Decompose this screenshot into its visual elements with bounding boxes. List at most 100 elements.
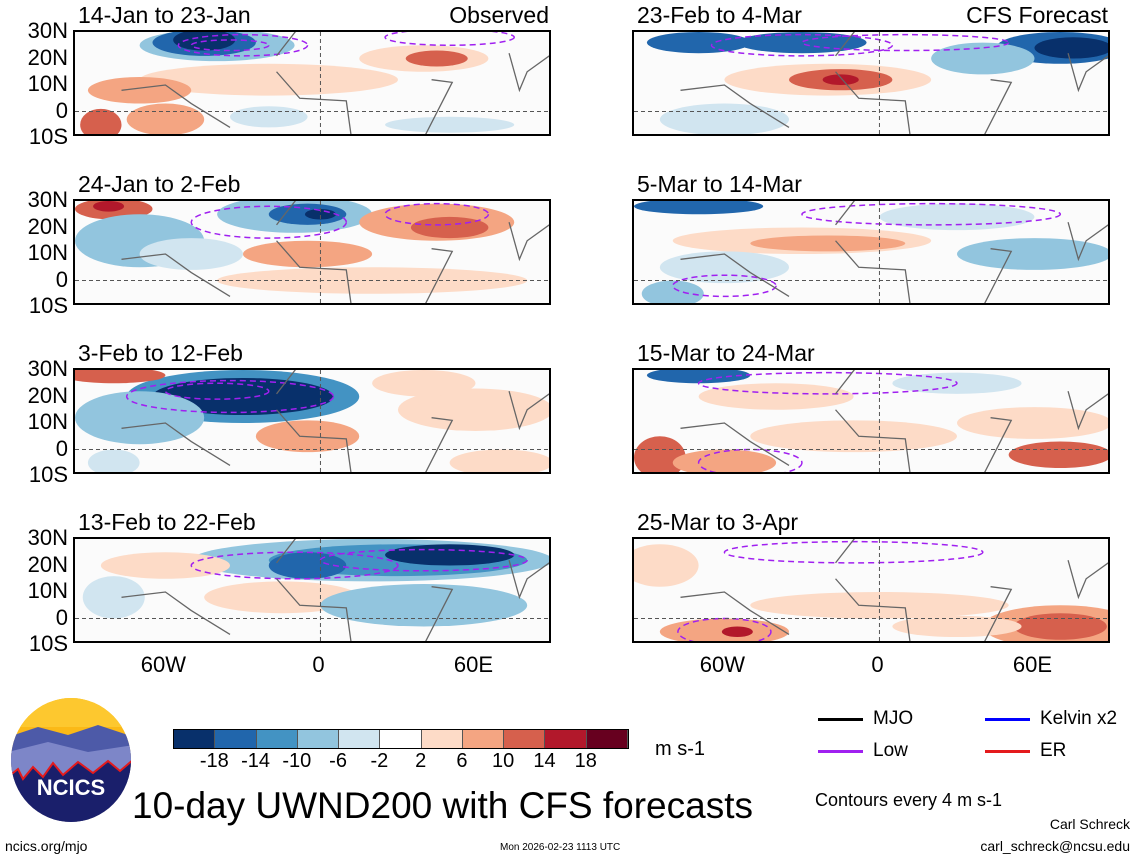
colorbar-swatch <box>174 730 216 748</box>
legend-er: ER <box>985 740 1066 762</box>
colorbar <box>173 729 629 749</box>
y-tick-label: 30N <box>27 525 68 550</box>
colorbar-swatch <box>545 730 587 748</box>
wind-anomaly-region <box>931 42 1035 75</box>
coastline <box>121 539 549 641</box>
colorbar-label: -6 <box>329 750 347 772</box>
wind-anomaly-region <box>139 238 243 270</box>
panel-title: 3-Feb to 12-Feb <box>78 340 243 366</box>
low-contour <box>710 33 894 57</box>
panel-title: 24-Jan to 2-Feb <box>78 171 241 197</box>
map-panel <box>73 537 551 643</box>
low-contour <box>697 371 958 395</box>
coastline <box>121 370 549 472</box>
coastline <box>680 370 1108 472</box>
panel-title: 23-Feb to 4-Mar <box>637 2 802 28</box>
colorbar-swatch <box>586 730 628 748</box>
wind-anomaly-region <box>152 377 334 416</box>
colorbar-label: 6 <box>456 750 468 772</box>
low-contour <box>125 379 335 414</box>
x-tick-label: 60E <box>453 652 494 677</box>
colorbar-swatch <box>297 730 340 748</box>
source-link[interactable]: ncics.org/mjo <box>5 838 88 854</box>
wind-anomaly-region <box>956 238 1108 270</box>
wind-anomaly-region <box>372 370 476 397</box>
y-tick-label: 20N <box>27 44 68 70</box>
y-tick-label: 0 <box>55 266 68 292</box>
low-contour <box>190 551 399 580</box>
wind-anomaly-region <box>320 584 528 627</box>
low-contour <box>319 548 528 572</box>
y-tick-label: 10S <box>28 124 68 149</box>
wind-anomaly-region <box>93 201 125 212</box>
colorbar-units: m s-1 <box>655 738 705 760</box>
low-contour <box>384 202 490 226</box>
wind-anomaly-region <box>822 74 859 85</box>
panel-title: 14-Jan to 23-Jan <box>78 2 251 28</box>
wind-anomaly-region <box>405 50 468 67</box>
wind-anomaly-region <box>634 201 764 215</box>
colorbar-label: 14 <box>533 750 556 772</box>
email: carl_schreck@ncsu.edu <box>980 838 1130 854</box>
low-contour <box>697 448 803 472</box>
wind-anomaly-region <box>100 552 231 579</box>
y-tick-label: 10S <box>28 293 68 318</box>
wind-anomaly-region <box>646 370 751 384</box>
timestamp: Mon 2026-02-23 1113 UTC <box>500 842 621 853</box>
colorbar-swatch <box>256 730 298 748</box>
panel-title: 25-Mar to 3-Apr <box>637 509 799 535</box>
legend-mjo: MJO <box>818 708 913 730</box>
wind-anomaly-region <box>1013 613 1107 640</box>
y-tick-label: 30N <box>27 187 68 212</box>
legend-kelvin: Kelvin x2 <box>985 708 1117 730</box>
legend-low: Low <box>818 740 908 762</box>
low-contour <box>190 205 348 239</box>
coastline <box>680 539 1108 641</box>
map-panel <box>73 368 551 474</box>
colorbar-label: 2 <box>415 750 427 772</box>
wind-anomaly-region <box>659 251 790 284</box>
wind-anomaly-region <box>449 449 549 472</box>
y-tick-label: 20N <box>27 213 68 239</box>
wind-anomaly-region <box>750 235 906 252</box>
colorbar-swatch <box>421 730 463 748</box>
wind-anomaly-region <box>230 106 308 128</box>
map-panel <box>632 199 1110 305</box>
map-panel <box>632 537 1110 643</box>
x-tick-label: 0 <box>312 652 325 677</box>
wind-anomaly-region <box>410 216 489 239</box>
colorbar-swatch <box>339 730 381 748</box>
wind-anomaly-region <box>698 383 854 410</box>
wind-anomaly-region <box>641 280 704 303</box>
wind-anomaly-region <box>126 103 205 134</box>
colorbar-swatch <box>380 730 422 748</box>
y-tick-label: 10N <box>27 71 68 96</box>
y-tick-label: 10N <box>27 578 68 603</box>
colorbar-label: -14 <box>241 750 270 772</box>
panel-title: 15-Mar to 24-Mar <box>637 340 815 366</box>
map-panel <box>73 30 551 136</box>
wind-anomaly-region <box>385 116 515 133</box>
y-tick-label: 10N <box>27 409 68 434</box>
wind-anomaly-region <box>659 103 790 134</box>
wind-anomaly-region <box>80 108 122 134</box>
coastline <box>680 201 1108 303</box>
panel-title: 13-Feb to 22-Feb <box>78 509 256 535</box>
low-contour <box>677 617 772 641</box>
colorbar-swatch <box>462 730 505 748</box>
wind-anomaly-region <box>721 626 753 638</box>
x-tick-label: 0 <box>871 652 884 677</box>
wind-anomaly-region <box>672 449 777 472</box>
wind-anomaly-region <box>75 391 205 445</box>
coastline <box>121 201 549 303</box>
colorbar-label: -10 <box>282 750 312 772</box>
author: Carl Schreck <box>1049 816 1130 832</box>
low-contour <box>723 540 984 564</box>
y-tick-label: 10N <box>27 240 68 265</box>
x-tick-label: 60W <box>140 652 187 677</box>
panel-label: Observed <box>449 2 549 28</box>
coastline <box>121 32 549 134</box>
low-contour <box>164 382 270 400</box>
y-tick-label: 0 <box>55 604 68 630</box>
contour-note: Contours every 4 m s-1 <box>815 790 1003 810</box>
